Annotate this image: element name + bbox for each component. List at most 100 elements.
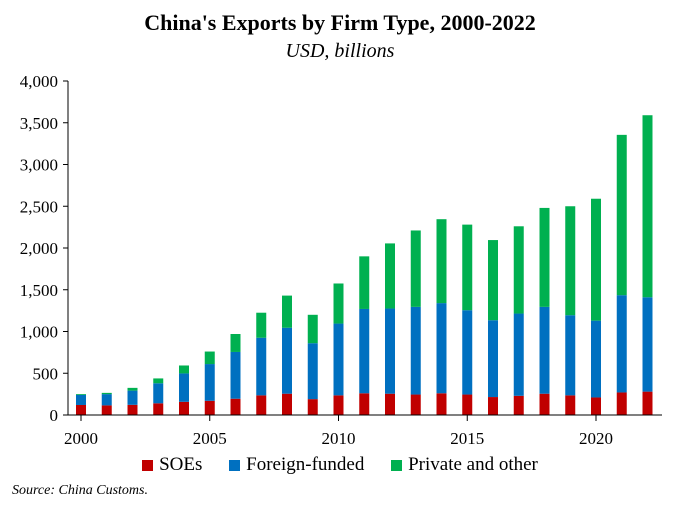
bar-soes-2012 (385, 393, 395, 415)
legend-swatch-private-and-other (391, 459, 403, 471)
legend-item-foreign-funded: Foreign-funded (229, 454, 364, 476)
legend-item-private-and-other: Private and other (391, 454, 538, 476)
bar-soes-2017 (513, 395, 524, 415)
bar-soes-2022 (642, 391, 653, 415)
chart-subtitle: USD, billions (285, 40, 395, 62)
bar-foreign-funded-2008 (282, 327, 292, 394)
y-tick-label: 3,500 (20, 114, 58, 133)
bar-soes-2016 (488, 397, 498, 415)
legend-swatch-soes (142, 459, 154, 471)
bar-foreign-funded-2007 (256, 337, 267, 396)
bar-foreign-funded-2009 (307, 343, 318, 400)
x-tick-label: 2005 (193, 429, 227, 448)
x-axis: 2000 2005 2010 2015 2020 (64, 414, 662, 448)
y-tick-label: 2,000 (20, 239, 58, 258)
bar-private-and-other-2014 (436, 219, 447, 304)
chart-title: China's Exports by Firm Type, 2000-2022 (144, 10, 536, 35)
bar-private-and-other-2003 (153, 378, 164, 384)
bar-soes-2010 (333, 395, 344, 415)
bar-soes-2018 (539, 393, 550, 415)
bar-private-and-other-2015 (462, 224, 473, 311)
bar-foreign-funded-2004 (179, 373, 189, 402)
bar-soes-2006 (230, 398, 241, 415)
x-tick-label: 2015 (450, 429, 484, 448)
y-tick-label: 4,000 (20, 72, 58, 91)
bar-soes-2004 (179, 401, 189, 415)
bar-foreign-funded-2002 (127, 390, 138, 405)
legend-label-private-and-other: Private and other (408, 454, 538, 475)
bar-private-and-other-2022 (642, 115, 653, 298)
bar-soes-2003 (153, 403, 164, 415)
source-note: Source: China Customs. (12, 483, 148, 498)
y-tick-label: 1,500 (20, 281, 58, 300)
bar-soes-2007 (256, 395, 267, 415)
bar-soes-2013 (410, 394, 421, 415)
legend-label-foreign-funded: Foreign-funded (246, 454, 365, 475)
x-tick-label: 2020 (579, 429, 613, 448)
bar-private-and-other-2017 (513, 226, 524, 314)
bar-soes-2011 (359, 393, 370, 415)
bars (76, 115, 653, 415)
bar-soes-2021 (616, 392, 627, 415)
bar-foreign-funded-2011 (359, 308, 370, 394)
bar-foreign-funded-2016 (488, 320, 498, 398)
bar-private-and-other-2021 (616, 134, 627, 296)
bar-soes-2020 (591, 397, 601, 415)
bar-foreign-funded-2001 (101, 394, 112, 406)
bar-private-and-other-2020 (591, 198, 601, 321)
bar-foreign-funded-2000 (76, 394, 86, 405)
bar-soes-2005 (204, 400, 215, 415)
legend-swatch-foreign-funded (229, 459, 241, 471)
bar-foreign-funded-2003 (153, 383, 164, 404)
bar-private-and-other-2019 (565, 206, 576, 316)
bar-private-and-other-2002 (127, 387, 138, 391)
bar-foreign-funded-2017 (513, 313, 524, 396)
y-axis: 0 500 1,000 1,500 2,000 2,500 3,000 3,500 4,000 (20, 72, 69, 425)
bar-private-and-other-2000 (76, 394, 86, 395)
bar-foreign-funded-2014 (436, 303, 447, 394)
bar-soes-2019 (565, 395, 576, 415)
legend: SOEs Foreign-funded Private and other (0, 454, 680, 477)
bar-private-and-other-2004 (179, 365, 189, 374)
y-tick-label: 1,000 (20, 323, 58, 342)
y-tick-label: 2,500 (20, 197, 58, 216)
bar-soes-2002 (127, 404, 138, 415)
bar-foreign-funded-2006 (230, 351, 241, 399)
bar-soes-2009 (307, 399, 318, 415)
y-tick-label: 0 (50, 406, 59, 425)
bar-soes-2008 (282, 393, 292, 415)
bar-foreign-funded-2018 (539, 306, 550, 394)
bar-private-and-other-2012 (385, 243, 395, 309)
bar-foreign-funded-2013 (410, 306, 421, 395)
bar-soes-2014 (436, 393, 447, 415)
bar-private-and-other-2008 (282, 295, 292, 328)
bar-foreign-funded-2010 (333, 323, 344, 396)
y-tick-label: 3,000 (20, 156, 58, 175)
bar-private-and-other-2005 (204, 351, 215, 365)
bar-foreign-funded-2012 (385, 308, 395, 394)
x-tick-label: 2010 (322, 429, 356, 448)
bar-foreign-funded-2005 (204, 364, 215, 401)
bar-private-and-other-2016 (488, 240, 498, 321)
bar-private-and-other-2013 (410, 230, 421, 307)
y-tick-label: 500 (33, 364, 59, 383)
bar-private-and-other-2018 (539, 207, 550, 307)
bar-foreign-funded-2022 (642, 297, 653, 392)
bar-soes-2000 (76, 404, 86, 415)
bar-foreign-funded-2015 (462, 310, 473, 395)
bar-soes-2001 (101, 405, 112, 415)
bar-private-and-other-2010 (333, 283, 344, 324)
x-tick-label: 2000 (64, 429, 98, 448)
legend-label-soes: SOEs (159, 454, 203, 475)
bar-private-and-other-2007 (256, 312, 267, 338)
bar-soes-2015 (462, 394, 473, 415)
bar-private-and-other-2011 (359, 256, 370, 309)
legend-item-soes: SOEs (142, 454, 202, 476)
bar-private-and-other-2006 (230, 334, 241, 352)
bar-private-and-other-2001 (101, 392, 112, 395)
bar-foreign-funded-2021 (616, 295, 627, 393)
bar-foreign-funded-2019 (565, 315, 576, 396)
bar-foreign-funded-2020 (591, 320, 601, 398)
bar-private-and-other-2009 (307, 314, 318, 344)
